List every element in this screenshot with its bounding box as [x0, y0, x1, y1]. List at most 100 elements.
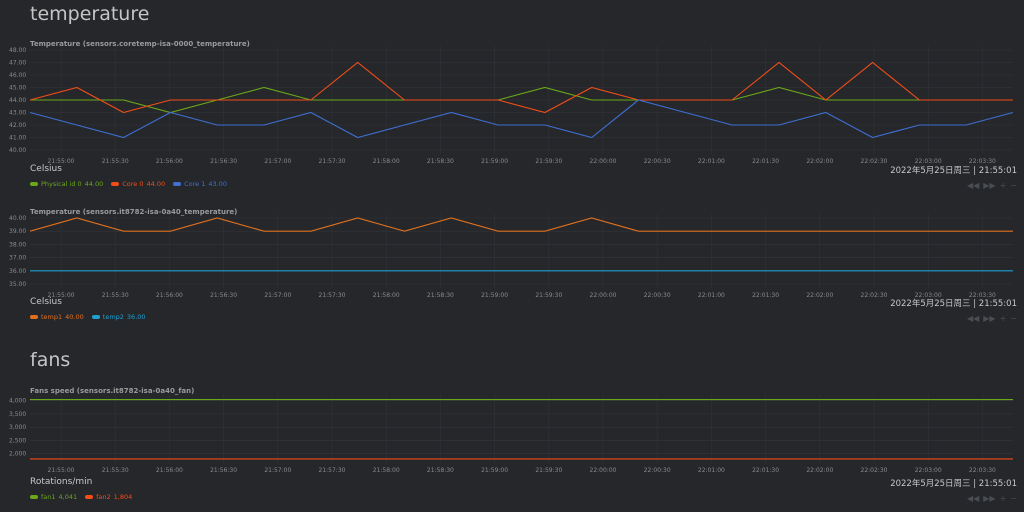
timestamp-it8782-temp: 2022年5月25日周三 | 21:55:01	[890, 299, 1017, 309]
zoom-out-icon[interactable]: −	[1010, 494, 1017, 503]
section-title-fans: fans	[30, 349, 71, 371]
y-tick-label: 45.00	[9, 85, 26, 92]
legend-swatch	[30, 182, 38, 186]
chart-nav-fans: ◀◀ ▶▶ + −	[967, 494, 1017, 503]
section-title-temperature: temperature	[30, 3, 150, 25]
legend-item-core-0[interactable]: Core 0 44.00	[111, 180, 165, 188]
x-tick-label: 21:56:00	[156, 158, 183, 165]
rewind-icon[interactable]: ◀◀	[966, 181, 980, 190]
zoom-out-icon[interactable]: −	[1010, 181, 1017, 190]
x-tick-label: 21:57:30	[319, 292, 346, 299]
legend-item-core-1[interactable]: Core 1 43.00	[173, 180, 227, 188]
series-line-core-0	[29, 61, 1013, 114]
legend-item-physical-id-0[interactable]: Physical id 0 44.00	[30, 180, 103, 188]
rewind-icon[interactable]: ◀◀	[966, 314, 980, 323]
timestamp-coretemp: 2022年5月25日周三 | 21:55:01	[890, 166, 1017, 176]
legend-value: 40.00	[65, 313, 84, 321]
x-tick-label: 21:57:30	[319, 158, 346, 165]
zoom-in-icon[interactable]: +	[999, 314, 1007, 323]
legend-value: 36.00	[126, 313, 146, 321]
y-tick-label: 2,000	[9, 451, 26, 458]
chart-title-coretemp: Temperature (sensors.coretemp-isa-0000_t…	[30, 40, 250, 48]
zoom-out-icon[interactable]: −	[1010, 314, 1017, 323]
legend-value: 44.00	[146, 180, 166, 188]
legend-item-fan1[interactable]: fan1 4,041	[30, 493, 77, 501]
x-tick-label: 22:00:00	[590, 292, 617, 299]
x-tick-label: 21:59:30	[535, 292, 562, 299]
chart-nav-coretemp: ◀◀ ▶▶ + −	[967, 181, 1017, 190]
y-tick-label: 44.00	[9, 97, 26, 104]
x-tick-label: 21:59:00	[481, 292, 508, 299]
x-tick-label: 22:01:30	[752, 158, 779, 165]
forward-icon[interactable]: ▶▶	[983, 494, 996, 503]
x-tick-label: 21:59:30	[535, 158, 562, 165]
y-tick-label: 3,000	[9, 424, 26, 431]
y-tick-label: 35.00	[9, 281, 26, 288]
x-tick-label: 22:03:00	[915, 292, 942, 299]
y-tick-label: 40.00	[9, 147, 26, 154]
x-tick-label: 21:59:00	[481, 158, 508, 165]
legend-item-temp2[interactable]: temp2 36.00	[91, 313, 146, 321]
timestamp-fans: 2022年5月25日周三 | 21:55:01	[890, 479, 1017, 489]
legend-swatch	[91, 315, 100, 319]
x-tick-label: 21:58:00	[373, 158, 400, 165]
y-tick-label: 37.00	[9, 255, 26, 262]
rewind-icon[interactable]: ◀◀	[966, 494, 980, 503]
x-tick-label: 22:01:30	[752, 292, 779, 299]
y-tick-label: 41.00	[9, 135, 26, 142]
zoom-in-icon[interactable]: +	[999, 494, 1007, 503]
x-tick-label: 22:01:00	[698, 158, 725, 165]
x-tick-label: 21:57:00	[264, 467, 291, 474]
legend-label: Core 0	[122, 180, 144, 188]
legend-value: 43.00	[208, 180, 227, 188]
x-tick-label: 22:01:00	[698, 467, 725, 474]
legend-label: fan1	[41, 493, 56, 501]
forward-icon[interactable]: ▶▶	[983, 314, 996, 323]
x-tick-label: 21:55:30	[102, 292, 129, 299]
x-tick-label: 21:59:00	[481, 467, 508, 474]
x-tick-label: 21:55:00	[48, 467, 75, 474]
legend-swatch	[173, 182, 182, 186]
x-tick-label: 21:55:30	[102, 158, 129, 165]
x-tick-label: 21:57:00	[264, 158, 291, 165]
legend-label: temp2	[102, 313, 124, 321]
x-tick-label: 22:02:30	[861, 158, 888, 165]
y-tick-label: 47.00	[9, 60, 26, 67]
legend-item-fan2[interactable]: fan2 1,804	[85, 493, 132, 501]
x-tick-label: 21:58:30	[427, 158, 454, 165]
series-line-physical-id-0	[30, 86, 1013, 114]
units-label-it8782-temp: Celsius	[30, 297, 62, 307]
forward-icon[interactable]: ▶▶	[983, 181, 996, 190]
series-line-core-1	[29, 99, 1014, 139]
legend-label: Physical id 0	[41, 180, 82, 188]
y-tick-label: 40.00	[9, 215, 26, 222]
x-tick-label: 22:03:30	[969, 158, 996, 165]
legend-swatch	[30, 495, 38, 499]
zoom-in-icon[interactable]: +	[999, 181, 1007, 190]
y-tick-label: 48.00	[9, 47, 26, 54]
legend-swatch	[30, 315, 38, 319]
x-tick-label: 22:02:00	[806, 158, 833, 165]
x-tick-label: 22:02:30	[861, 292, 888, 299]
x-tick-label: 22:02:30	[861, 467, 888, 474]
x-tick-label: 21:56:30	[210, 467, 237, 474]
legend-coretemp: Physical id 0 44.00 Core 0 44.00 Core 1 …	[30, 180, 227, 188]
legend-label: fan2	[96, 493, 111, 501]
y-tick-label: 3,500	[9, 411, 26, 418]
x-tick-label: 21:58:30	[427, 467, 454, 474]
x-tick-label: 21:57:00	[264, 292, 291, 299]
x-tick-label: 22:02:00	[806, 292, 833, 299]
x-tick-label: 21:58:00	[373, 292, 400, 299]
x-tick-label: 22:00:30	[644, 467, 671, 474]
x-tick-label: 21:56:00	[156, 292, 183, 299]
x-tick-label: 22:00:30	[644, 158, 671, 165]
legend-item-temp1[interactable]: temp1 40.00	[30, 313, 84, 321]
legend-swatch	[111, 182, 120, 186]
x-tick-label: 22:03:00	[915, 158, 942, 165]
units-label-fans: Rotations/min	[30, 477, 93, 487]
x-tick-label: 22:01:00	[698, 292, 725, 299]
x-tick-label: 22:03:30	[969, 292, 996, 299]
x-tick-label: 21:56:00	[156, 467, 183, 474]
chart-title-it8782-temp: Temperature (sensors.it8782-isa-0a40_tem…	[30, 208, 238, 216]
